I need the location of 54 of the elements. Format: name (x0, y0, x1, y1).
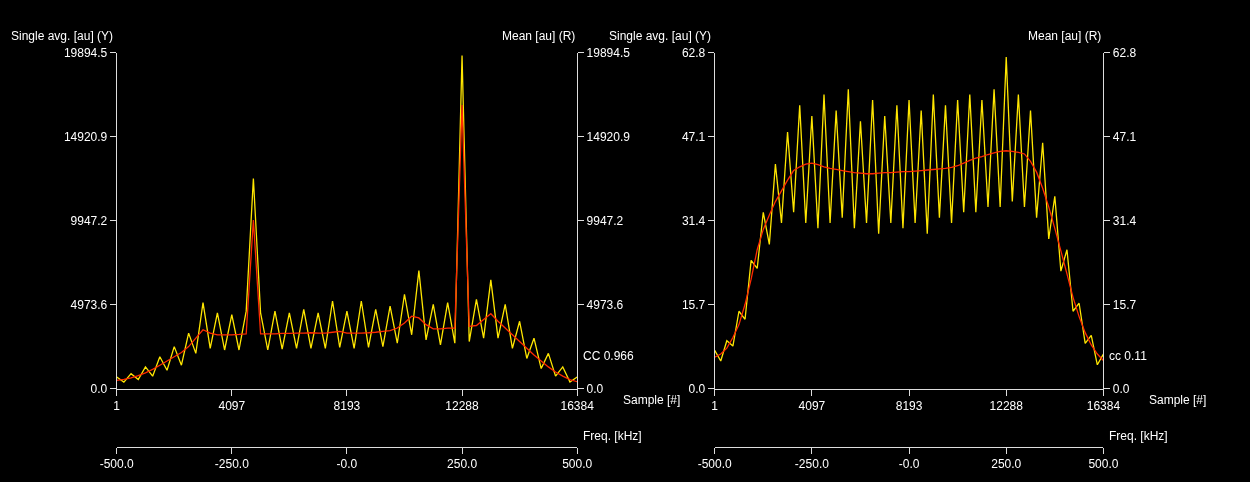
x2-tick-label: 250.0 (991, 457, 1022, 472)
x-axis-title: Sample [#] (623, 393, 681, 407)
x2-tick-label: -500.0 (697, 457, 733, 472)
y2-tick-label: 0.0 (1112, 382, 1130, 397)
x-tick-label: 4097 (218, 399, 246, 414)
x2-axis-title: Freq. [kHz] (583, 429, 642, 443)
y-axis-title: Single avg. [au] (Y) (609, 29, 712, 43)
y2-tick-label: 9947.2 (586, 214, 624, 229)
y2-tick-label: 0.0 (586, 382, 604, 397)
y-tick-label: 31.4 (681, 214, 706, 229)
y-tick-label: 0.0 (90, 382, 108, 397)
x2-tick-label: 500.0 (1088, 457, 1119, 472)
x-tick-label: 16384 (560, 399, 595, 414)
line-series (714, 56, 1104, 366)
x-tick-label: 16384 (1086, 399, 1121, 414)
y2-tick-label: 47.1 (1112, 130, 1137, 145)
x2-tick-label: -250.0 (214, 457, 250, 472)
y-tick-label: 62.8 (681, 46, 706, 61)
y-tick-label: 15.7 (681, 298, 706, 313)
line-series (116, 104, 578, 383)
x2-tick-label: -0.0 (898, 457, 920, 472)
y-axis-title: Single avg. [au] (Y) (11, 29, 114, 43)
x2-tick-label: -250.0 (794, 457, 830, 472)
x2-tick-label: 250.0 (447, 457, 478, 472)
y2-axis-title: Mean [au] (R) (502, 29, 576, 43)
x2-axis-title: Freq. [kHz] (1109, 429, 1168, 443)
y-tick-label: 19894.5 (63, 46, 108, 61)
y2-axis-title: Mean [au] (R) (1028, 29, 1102, 43)
y2-tick-label: 31.4 (1112, 214, 1137, 229)
x-axis-title: Sample [#] (1149, 393, 1207, 407)
y-tick-label: 9947.2 (70, 214, 108, 229)
text: cc 0.11 (1109, 349, 1148, 363)
x2-tick-label: -0.0 (336, 457, 358, 472)
x-tick-label: 4097 (798, 399, 826, 414)
y-tick-label: 47.1 (681, 130, 706, 145)
x2-tick-label: -500.0 (99, 457, 135, 472)
x-tick-label: 8193 (333, 399, 361, 414)
x-tick-label: 8193 (895, 399, 923, 414)
y2-tick-label: 14920.9 (586, 130, 631, 145)
y2-tick-label: 62.8 (1112, 46, 1137, 61)
x-tick-label: 1 (711, 399, 719, 414)
line-series (116, 54, 578, 383)
x2-tick-label: 500.0 (562, 457, 593, 472)
line-series (714, 150, 1104, 362)
x-tick-label: 1 (113, 399, 121, 414)
text: CC 0.966 (583, 349, 635, 363)
y2-tick-label: 4973.6 (586, 298, 624, 313)
y2-tick-label: 19894.5 (586, 46, 631, 61)
x-tick-label: 12288 (445, 399, 480, 414)
y-tick-label: 4973.6 (70, 298, 108, 313)
y-tick-label: 14920.9 (63, 130, 108, 145)
y2-tick-label: 15.7 (1112, 298, 1137, 313)
y-tick-label: 0.0 (688, 382, 706, 397)
x-tick-label: 12288 (989, 399, 1024, 414)
